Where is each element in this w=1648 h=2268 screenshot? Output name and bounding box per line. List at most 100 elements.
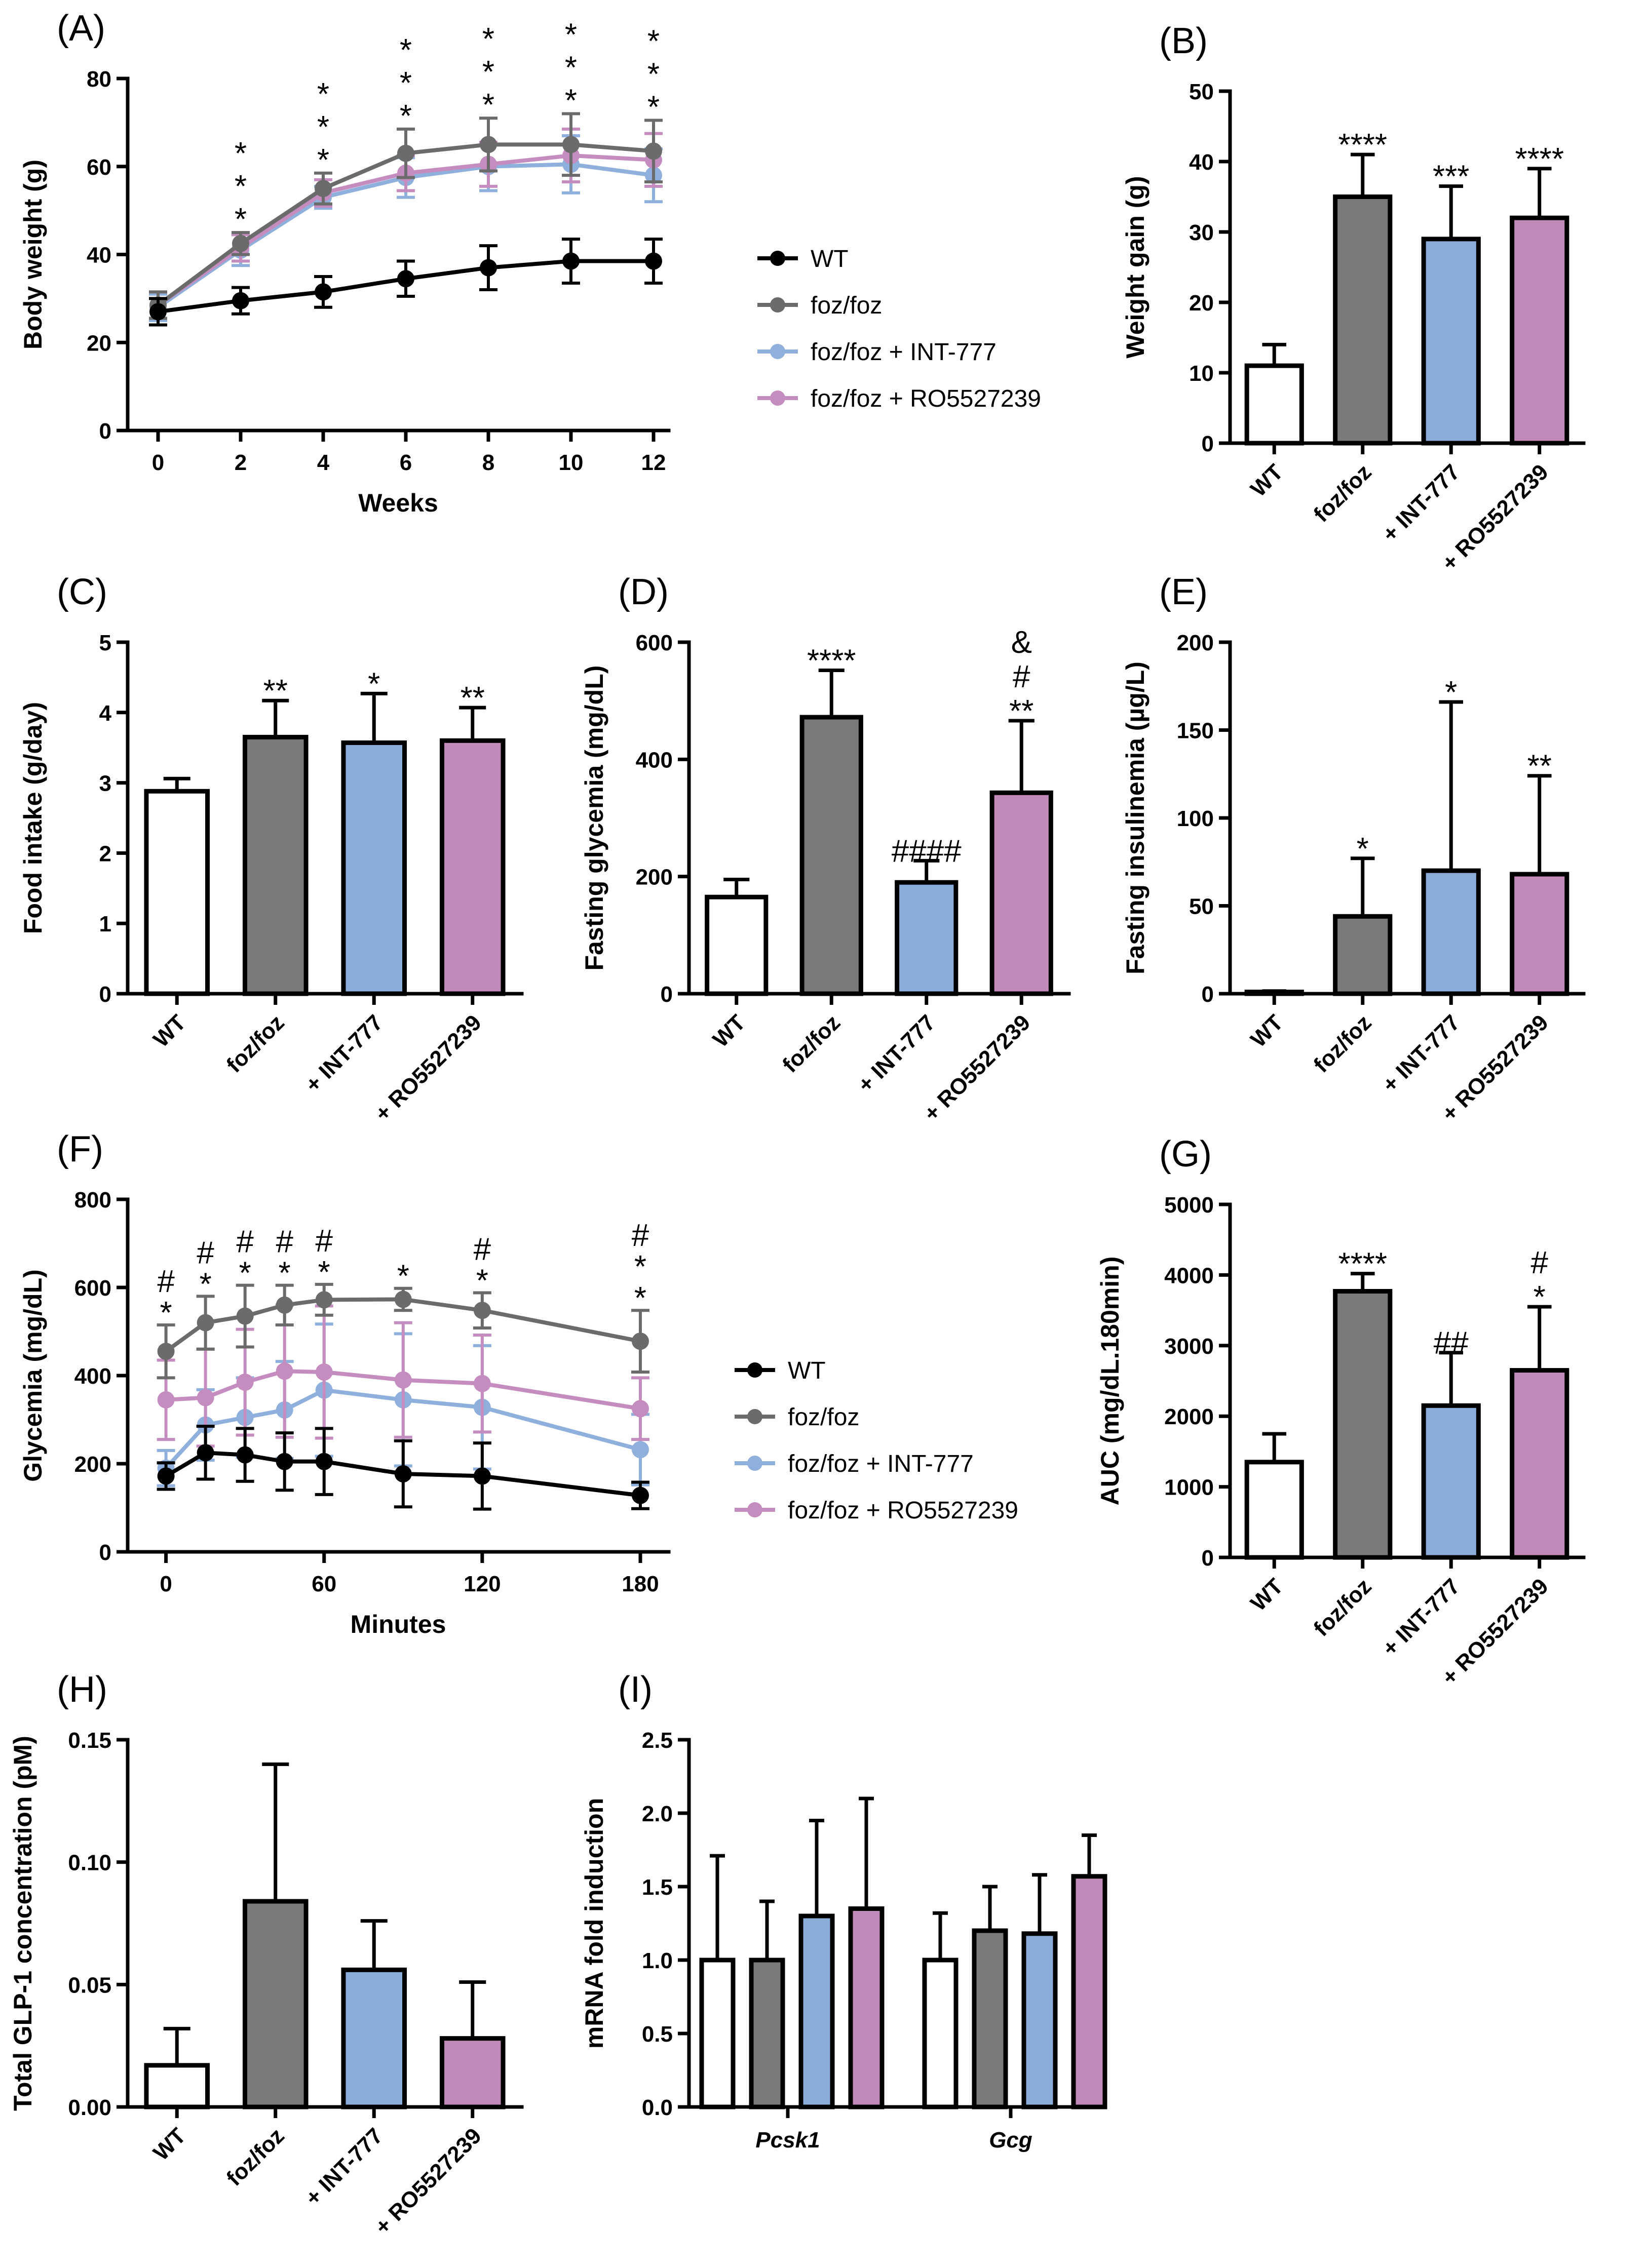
x-tick-label: 4: [317, 450, 330, 475]
data-point: [276, 1362, 293, 1380]
bar-1: [242, 734, 309, 996]
x-tick-label: + INT-777: [1377, 1574, 1465, 1661]
chart-B: (B) 0 10 20 30 40 50 Weight gain (g) WT foz/foz **…: [1121, 21, 1586, 576]
bar-1: [799, 715, 863, 996]
significance-mark: *: [239, 1256, 251, 1291]
significance-mark: *: [482, 55, 494, 90]
y-tick-label: 800: [74, 1188, 111, 1213]
y-tick-label: 600: [636, 631, 673, 655]
significance-mark: *: [318, 1255, 330, 1290]
significance-mark: *: [482, 88, 494, 123]
significance-mark: *: [565, 51, 577, 86]
data-point: [562, 136, 580, 153]
x-tick-label: foz/foz: [1309, 459, 1376, 527]
y-tick-label: 0.05: [68, 1973, 111, 1998]
panel-label: (G): [1159, 1134, 1212, 1175]
significance-mark: *: [565, 18, 577, 53]
significance-mark: *: [317, 77, 329, 112]
series-3: [157, 1303, 649, 1448]
y-tick-label: 10: [1189, 361, 1214, 386]
bar-3: [989, 790, 1053, 996]
data-point: [631, 1441, 649, 1459]
y-tick-label: 0: [1202, 432, 1214, 456]
x-tick-label: 2: [235, 450, 247, 475]
series-0: [157, 1425, 649, 1511]
data-point: [236, 1446, 254, 1464]
significance-mark: *: [400, 99, 412, 134]
x-tick-label: + INT-777: [853, 1010, 940, 1097]
legend-label: foz/foz + RO5527239: [811, 385, 1041, 412]
chart-C: (C) 0 1 2 3 4 5 Food intake (g/day) WT foz/foz ** +…: [19, 572, 524, 1126]
data-point: [480, 259, 497, 277]
significance-mark: ##: [1434, 1326, 1469, 1361]
panel-label: (C): [57, 572, 107, 612]
y-tick-label: 1.5: [642, 1875, 673, 1900]
y-tick-label: 0: [1202, 1546, 1214, 1571]
bar-1: [749, 1958, 785, 2109]
significance-mark: *: [279, 1256, 291, 1291]
y-tick-label: 40: [1189, 150, 1214, 175]
significance-mark: **: [1009, 694, 1033, 729]
y-tick-label: 0: [1202, 982, 1214, 1007]
y-axis-title: Total GLP-1 concentration (pM): [9, 1736, 37, 2111]
x-tick-label: 8: [482, 450, 494, 475]
data-point: [473, 1375, 491, 1392]
y-tick-label: 50: [1189, 894, 1214, 919]
bar-0: [144, 789, 210, 996]
y-tick-label: 4000: [1164, 1263, 1214, 1288]
y-axis-title: Food intake (g/day): [19, 702, 47, 934]
significance-mark: *: [368, 667, 380, 701]
data-point: [197, 1314, 214, 1332]
x-tick-label: WT: [1246, 459, 1288, 501]
significance-mark: *: [235, 202, 247, 237]
x-tick-label: + INT-777: [300, 1010, 388, 1097]
bar-2: [341, 740, 407, 996]
significance-mark: *: [565, 84, 577, 119]
significance-mark: *: [1445, 675, 1457, 710]
significance-mark: *: [397, 1259, 409, 1294]
y-tick-label: 150: [1177, 719, 1214, 744]
bar-1: [972, 1928, 1008, 2109]
significance-mark: ****: [1338, 128, 1387, 163]
legend: WT foz/foz foz/foz + INT-777 foz/foz + RO55…: [757, 246, 1041, 412]
bar-1: [1333, 1288, 1393, 1560]
x-tick-label: 10: [559, 450, 584, 475]
y-axis-title: Weight gain (g): [1121, 176, 1149, 358]
data-point: [315, 1363, 333, 1381]
y-tick-label: 5: [99, 631, 111, 655]
panel-label: (I): [618, 1669, 653, 1710]
x-tick-label: foz/foz: [222, 2123, 289, 2191]
significance-mark: ****: [1338, 1247, 1387, 1282]
significance-mark: *: [200, 1267, 212, 1302]
bar-2: [798, 1913, 835, 2109]
panel-label: (A): [57, 8, 105, 49]
bar-2: [341, 1967, 407, 2109]
data-point: [197, 1444, 214, 1462]
y-axis-title: AUC (mg/dL.180min): [1096, 1257, 1124, 1506]
bar-2: [1421, 868, 1481, 996]
bar-1: [1333, 914, 1393, 996]
legend-marker: [747, 1456, 762, 1471]
panel-label: (E): [1159, 572, 1208, 612]
y-tick-label: 2.0: [642, 1802, 673, 1826]
bar-2: [1421, 237, 1481, 446]
x-tick-label: 0: [160, 1572, 172, 1596]
x-tick-label: 60: [312, 1572, 336, 1596]
x-tick-label: 0: [152, 450, 164, 475]
chart-H: (H) 0.00 0.05 0.10 0.15 Total GLP-1 concentra…: [9, 1669, 524, 2240]
legend-marker: [747, 1409, 762, 1424]
significance-mark: *: [1357, 832, 1369, 867]
data-point: [276, 1296, 293, 1314]
bar-3: [1510, 215, 1569, 446]
x-tick-label: 12: [641, 450, 666, 475]
panel-label: (F): [57, 1129, 103, 1169]
chart-E: (E) 0 50 100 150 200 Fasting insulinemia (µg/L…: [1121, 572, 1586, 1126]
data-point: [276, 1453, 293, 1470]
data-point: [394, 1291, 412, 1308]
data-point: [645, 142, 662, 160]
y-tick-label: 0.15: [68, 1728, 111, 1753]
legend-marker: [747, 1362, 762, 1378]
y-tick-label: 3: [99, 771, 111, 796]
y-tick-label: 600: [74, 1276, 111, 1301]
